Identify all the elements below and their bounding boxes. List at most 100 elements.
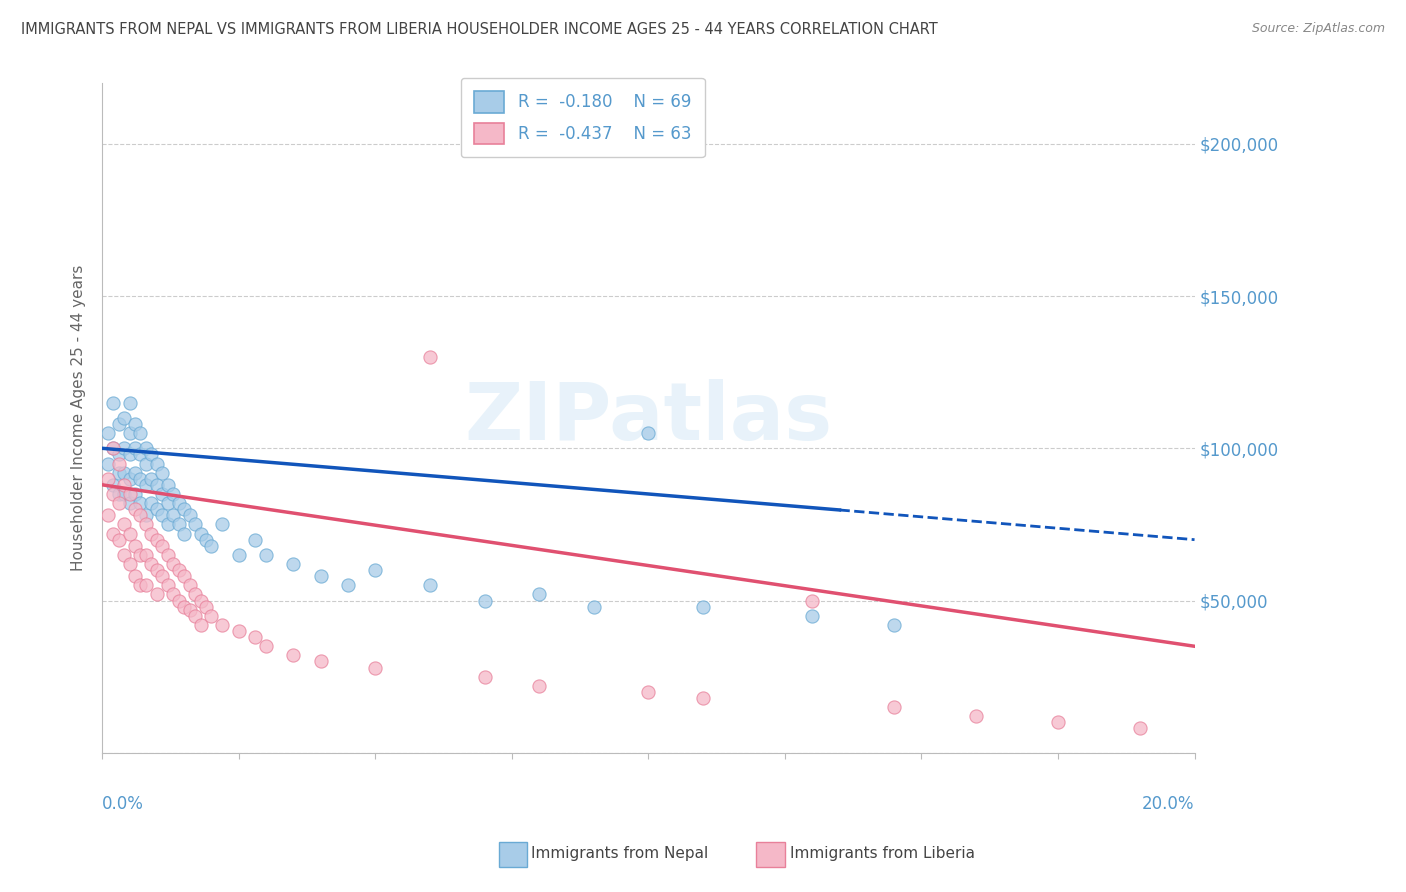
Point xyxy=(167,563,190,577)
Point xyxy=(173,526,195,541)
Point xyxy=(124,442,146,456)
Point xyxy=(124,487,146,501)
Point xyxy=(637,426,659,441)
Point xyxy=(474,593,496,607)
Point xyxy=(107,466,129,480)
Point xyxy=(179,603,201,617)
Point xyxy=(135,457,157,471)
Point xyxy=(150,569,173,583)
Point xyxy=(190,618,212,632)
Point xyxy=(129,578,152,592)
Point xyxy=(283,648,305,663)
Point xyxy=(124,417,146,431)
Point xyxy=(101,442,124,456)
Point xyxy=(254,548,277,562)
Point xyxy=(211,517,233,532)
Point xyxy=(135,578,157,592)
Point xyxy=(692,599,714,614)
Point xyxy=(146,502,169,516)
Point xyxy=(118,426,141,441)
Point xyxy=(195,533,218,547)
Point xyxy=(135,478,157,492)
Point xyxy=(141,447,163,461)
Point xyxy=(162,508,184,523)
Point xyxy=(146,478,169,492)
Point xyxy=(150,539,173,553)
Point xyxy=(118,526,141,541)
Point xyxy=(527,587,550,601)
Point xyxy=(162,487,184,501)
Point xyxy=(173,502,195,516)
Y-axis label: Householder Income Ages 25 - 44 years: Householder Income Ages 25 - 44 years xyxy=(72,265,86,571)
Point xyxy=(141,526,163,541)
Point xyxy=(124,569,146,583)
Point xyxy=(129,496,152,510)
Point xyxy=(364,660,387,674)
Point xyxy=(195,599,218,614)
Point xyxy=(228,548,250,562)
Text: Immigrants from Nepal: Immigrants from Nepal xyxy=(531,847,709,861)
Point xyxy=(254,640,277,654)
Point xyxy=(228,624,250,638)
Point xyxy=(146,563,169,577)
Point xyxy=(582,599,605,614)
Point xyxy=(167,593,190,607)
Point xyxy=(118,496,141,510)
Point xyxy=(336,578,359,592)
Text: 20.0%: 20.0% xyxy=(1142,796,1195,814)
Point xyxy=(883,618,905,632)
Point xyxy=(112,487,135,501)
Point xyxy=(97,426,120,441)
Point xyxy=(112,478,135,492)
Point xyxy=(118,472,141,486)
Point xyxy=(129,472,152,486)
Point xyxy=(112,442,135,456)
Point xyxy=(129,447,152,461)
Point xyxy=(419,578,441,592)
Point xyxy=(283,557,305,571)
Point xyxy=(129,426,152,441)
Point xyxy=(190,526,212,541)
Text: Source: ZipAtlas.com: Source: ZipAtlas.com xyxy=(1251,22,1385,36)
Point xyxy=(179,508,201,523)
Text: Immigrants from Liberia: Immigrants from Liberia xyxy=(790,847,976,861)
Point xyxy=(141,472,163,486)
Point xyxy=(190,593,212,607)
Point xyxy=(150,466,173,480)
Point xyxy=(124,466,146,480)
Point xyxy=(135,517,157,532)
Point xyxy=(146,587,169,601)
Point xyxy=(129,548,152,562)
Point xyxy=(101,526,124,541)
Point xyxy=(118,395,141,409)
Point xyxy=(173,599,195,614)
Point xyxy=(112,548,135,562)
Point xyxy=(135,508,157,523)
Point xyxy=(97,472,120,486)
Point xyxy=(141,496,163,510)
Point xyxy=(107,417,129,431)
Point xyxy=(184,587,207,601)
Point xyxy=(112,466,135,480)
Point xyxy=(107,487,129,501)
Point xyxy=(184,517,207,532)
Point xyxy=(112,410,135,425)
Point xyxy=(692,691,714,706)
Point xyxy=(965,709,987,723)
Point xyxy=(184,608,207,623)
Point xyxy=(118,487,141,501)
Point xyxy=(167,496,190,510)
Point xyxy=(200,539,222,553)
Legend: R =  -0.180    N = 69, R =  -0.437    N = 63: R = -0.180 N = 69, R = -0.437 N = 63 xyxy=(461,78,704,157)
Point xyxy=(124,502,146,516)
Point xyxy=(112,517,135,532)
Point xyxy=(1129,722,1152,736)
Point xyxy=(162,587,184,601)
Text: IMMIGRANTS FROM NEPAL VS IMMIGRANTS FROM LIBERIA HOUSEHOLDER INCOME AGES 25 - 44: IMMIGRANTS FROM NEPAL VS IMMIGRANTS FROM… xyxy=(21,22,938,37)
Point xyxy=(101,395,124,409)
Point xyxy=(156,578,179,592)
Point xyxy=(801,593,824,607)
Point xyxy=(243,533,266,547)
Text: ZIPatlas: ZIPatlas xyxy=(464,379,832,457)
Point xyxy=(527,679,550,693)
